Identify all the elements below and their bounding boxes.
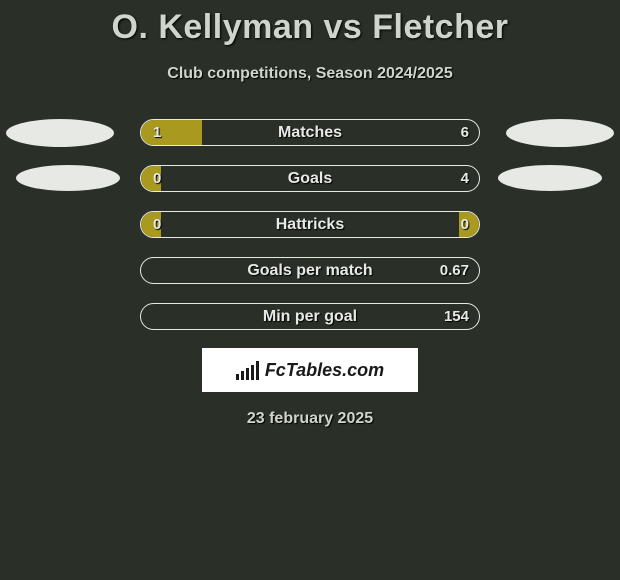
player-left-ellipse <box>16 165 120 191</box>
stat-row: Goals per match0.67 <box>0 257 620 284</box>
stat-value-left: 0 <box>153 212 161 237</box>
fctables-logo[interactable]: FcTables.com <box>202 348 418 392</box>
stat-value-right: 4 <box>461 166 469 191</box>
stat-row: 0Hattricks0 <box>0 211 620 238</box>
stat-value-left: 1 <box>153 120 161 145</box>
stat-value-right: 0.67 <box>440 258 469 283</box>
player-right-ellipse <box>506 119 614 147</box>
logo-bar-segment <box>251 365 254 380</box>
logo-bar-segment <box>246 368 249 380</box>
stat-row: 0Goals4 <box>0 165 620 192</box>
logo-text: FcTables.com <box>265 360 384 381</box>
subtitle: Club competitions, Season 2024/2025 <box>0 65 620 83</box>
logo-bar-segment <box>256 361 259 380</box>
comparison-widget: O. Kellyman vs Fletcher Club competition… <box>0 0 620 428</box>
stat-label: Goals <box>141 166 479 191</box>
stat-bar: 1Matches6 <box>140 119 480 146</box>
stat-value-right: 0 <box>461 212 469 237</box>
stat-label: Min per goal <box>141 304 479 329</box>
stat-row: Min per goal154 <box>0 303 620 330</box>
player-left-ellipse <box>6 119 114 147</box>
stat-bar: Min per goal154 <box>140 303 480 330</box>
logo-bar-segment <box>236 374 239 380</box>
stat-bar: 0Hattricks0 <box>140 211 480 238</box>
stat-row: 1Matches6 <box>0 119 620 146</box>
stat-bar: Goals per match0.67 <box>140 257 480 284</box>
stat-rows: 1Matches60Goals40Hattricks0Goals per mat… <box>0 119 620 330</box>
page-title: O. Kellyman vs Fletcher <box>0 8 620 47</box>
stat-value-right: 154 <box>444 304 469 329</box>
stat-value-right: 6 <box>461 120 469 145</box>
stat-bar: 0Goals4 <box>140 165 480 192</box>
date-label: 23 february 2025 <box>0 410 620 428</box>
stat-label: Hattricks <box>141 212 479 237</box>
stat-label: Goals per match <box>141 258 479 283</box>
stat-value-left: 0 <box>153 166 161 191</box>
logo-bars-icon <box>236 360 259 380</box>
player-right-ellipse <box>498 165 602 191</box>
logo-bar-segment <box>241 371 244 380</box>
fill-left <box>141 120 202 145</box>
